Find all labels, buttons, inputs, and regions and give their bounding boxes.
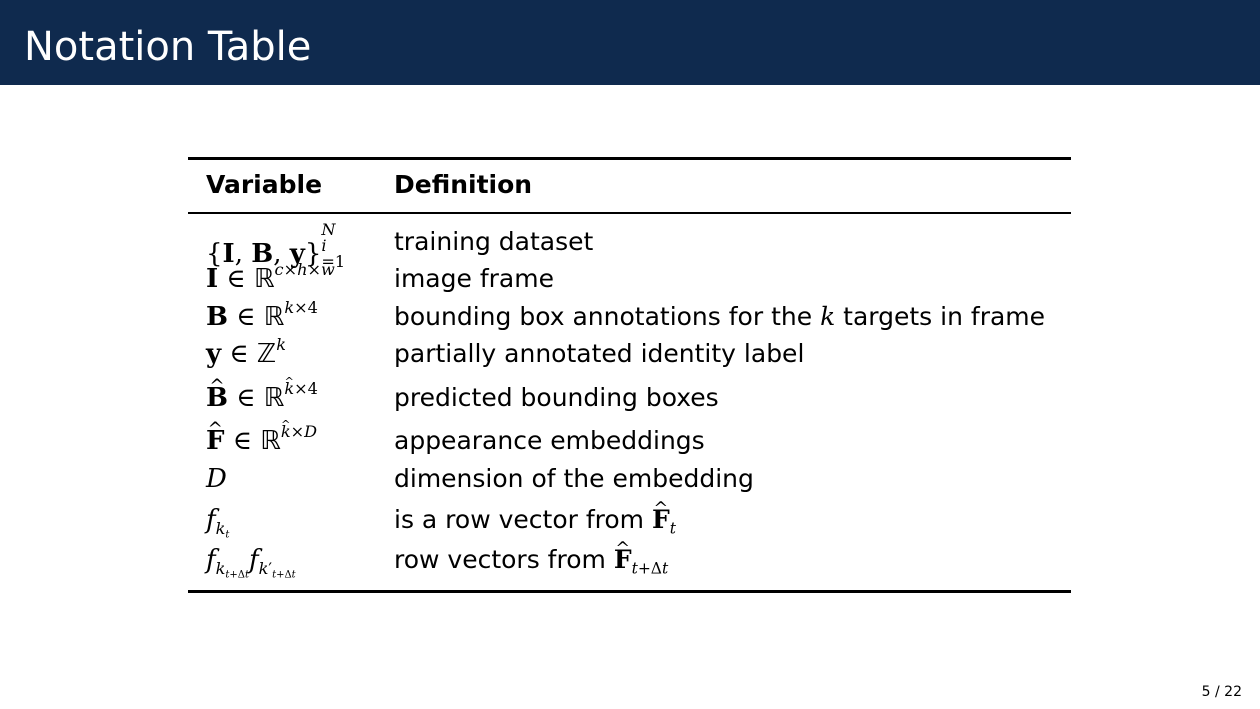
definition-math: Ft (652, 491, 676, 536)
definition-math: Ft+Δt (614, 531, 668, 576)
definition-text: dimension of the embedding (394, 464, 754, 493)
table-row: F ∈ ℝk×D appearance embeddings (188, 412, 1071, 459)
table-row: I ∈ ℝc×h×w image frame (188, 261, 1071, 297)
definition-text: appearance embeddings (394, 426, 705, 455)
variable-embeddings: F ∈ ℝk×D (206, 412, 317, 459)
definition-text: bounding box annotations for the k targe… (394, 299, 1045, 335)
slide-title: Notation Table (24, 24, 312, 70)
definition-var: k (820, 302, 836, 331)
definition-post: targets in frame (843, 302, 1046, 331)
definition-pre: is a row vector from (394, 505, 645, 534)
table-row: B ∈ ℝk×4 predicted bounding boxes (188, 369, 1071, 416)
table-row: y ∈ ℤk partially annotated identity labe… (188, 336, 1071, 372)
definition-pre: bounding box annotations for the (394, 302, 813, 331)
definition-text: row vectors from Ft+Δt (394, 531, 668, 578)
definition-text: is a row vector from Ft (394, 491, 676, 538)
table-top-rule (188, 157, 1071, 160)
table-row: B ∈ ℝk×4 bounding box annotations for th… (188, 299, 1071, 335)
definition-text: image frame (394, 264, 554, 293)
variable-image-frame: I ∈ ℝc×h×w (206, 259, 335, 294)
variable-dimension: D (206, 464, 227, 494)
table-header-rule (188, 212, 1071, 214)
variable-row-vector: fkt (206, 505, 230, 541)
table-row: fkt is a row vector from Ft (188, 491, 1071, 541)
definition-text: predicted bounding boxes (394, 383, 719, 412)
header-definition: Definition (394, 170, 533, 199)
variable-row-vectors: fkt+Δtfk′t+Δt (206, 545, 296, 581)
table-row: D dimension of the embedding (188, 461, 1071, 497)
header-variable: Variable (206, 170, 323, 199)
definition-text: training dataset (394, 227, 594, 256)
table-bottom-rule (188, 590, 1071, 593)
title-bar: Notation Table (0, 0, 1260, 85)
definition-text: partially annotated identity label (394, 339, 805, 368)
definition-pre: row vectors from (394, 545, 606, 574)
variable-predicted-boxes: B ∈ ℝk×4 (206, 369, 318, 416)
page-number: 5 / 22 (1201, 684, 1242, 700)
table-row: fkt+Δtfk′t+Δt row vectors from Ft+Δt (188, 531, 1071, 581)
variable-identity-label: y ∈ ℤk (206, 334, 287, 369)
variable-bounding-boxes: B ∈ ℝk×4 (206, 297, 318, 332)
